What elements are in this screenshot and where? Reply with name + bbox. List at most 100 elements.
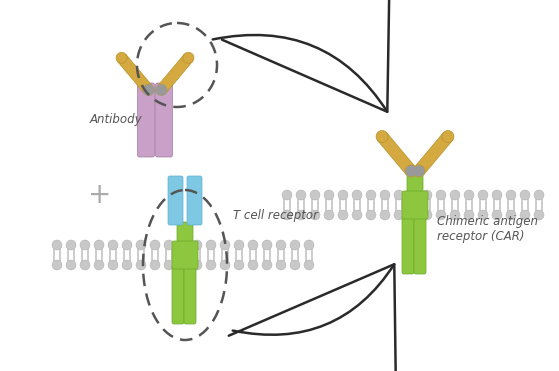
Circle shape <box>66 260 76 270</box>
Circle shape <box>464 190 474 200</box>
Circle shape <box>290 260 300 270</box>
Circle shape <box>94 260 104 270</box>
FancyBboxPatch shape <box>187 176 202 225</box>
Circle shape <box>478 190 488 200</box>
Circle shape <box>192 240 202 250</box>
Circle shape <box>234 240 244 250</box>
Circle shape <box>380 190 390 200</box>
Circle shape <box>366 210 376 220</box>
Circle shape <box>156 85 167 95</box>
Circle shape <box>366 190 376 200</box>
Circle shape <box>436 210 446 220</box>
Polygon shape <box>157 54 193 93</box>
Circle shape <box>220 260 230 270</box>
Circle shape <box>296 210 306 220</box>
Circle shape <box>478 210 488 220</box>
FancyBboxPatch shape <box>138 83 154 157</box>
Circle shape <box>408 210 418 220</box>
Circle shape <box>80 240 90 250</box>
Circle shape <box>262 260 272 270</box>
Polygon shape <box>377 133 415 175</box>
Circle shape <box>248 240 258 250</box>
Circle shape <box>352 210 362 220</box>
Circle shape <box>442 131 454 142</box>
Circle shape <box>310 190 320 200</box>
FancyBboxPatch shape <box>414 215 426 274</box>
Circle shape <box>52 240 62 250</box>
Text: Antibody: Antibody <box>90 114 143 127</box>
Circle shape <box>422 210 432 220</box>
Circle shape <box>304 240 314 250</box>
Circle shape <box>290 240 300 250</box>
Circle shape <box>220 240 230 250</box>
Circle shape <box>192 260 202 270</box>
Circle shape <box>150 240 160 250</box>
Circle shape <box>276 260 286 270</box>
Circle shape <box>296 190 306 200</box>
Circle shape <box>234 260 244 270</box>
Circle shape <box>108 260 118 270</box>
Circle shape <box>324 190 334 200</box>
FancyBboxPatch shape <box>168 176 183 225</box>
Circle shape <box>534 210 544 220</box>
Circle shape <box>144 85 154 95</box>
Circle shape <box>157 85 167 95</box>
Circle shape <box>52 260 62 270</box>
Circle shape <box>276 240 286 250</box>
Circle shape <box>352 190 362 200</box>
Circle shape <box>376 131 388 142</box>
FancyArrowPatch shape <box>229 264 396 371</box>
Circle shape <box>534 190 544 200</box>
Circle shape <box>94 240 104 250</box>
Polygon shape <box>117 54 153 93</box>
Circle shape <box>164 260 174 270</box>
Circle shape <box>143 85 154 95</box>
Circle shape <box>406 166 416 176</box>
Circle shape <box>310 210 320 220</box>
Circle shape <box>338 210 348 220</box>
Circle shape <box>282 210 292 220</box>
Circle shape <box>178 260 188 270</box>
Circle shape <box>405 165 417 177</box>
Circle shape <box>492 210 502 220</box>
FancyBboxPatch shape <box>184 265 196 324</box>
Circle shape <box>304 260 314 270</box>
Circle shape <box>436 190 446 200</box>
Text: Chimeric antigen
receptor (CAR): Chimeric antigen receptor (CAR) <box>437 215 538 243</box>
Circle shape <box>394 210 404 220</box>
Circle shape <box>183 52 194 63</box>
Circle shape <box>506 190 516 200</box>
Circle shape <box>506 210 516 220</box>
Circle shape <box>80 260 90 270</box>
Circle shape <box>122 240 132 250</box>
Circle shape <box>492 190 502 200</box>
Circle shape <box>408 190 418 200</box>
Circle shape <box>338 190 348 200</box>
Circle shape <box>178 240 188 250</box>
FancyBboxPatch shape <box>402 191 428 219</box>
FancyArrowPatch shape <box>213 0 390 112</box>
Circle shape <box>150 260 160 270</box>
Circle shape <box>206 240 216 250</box>
Circle shape <box>136 240 146 250</box>
Circle shape <box>422 190 432 200</box>
Circle shape <box>413 165 425 177</box>
FancyBboxPatch shape <box>172 265 184 324</box>
Circle shape <box>122 260 132 270</box>
Circle shape <box>164 240 174 250</box>
Circle shape <box>520 210 530 220</box>
FancyBboxPatch shape <box>407 172 423 196</box>
Circle shape <box>66 240 76 250</box>
Circle shape <box>108 240 118 250</box>
Circle shape <box>324 210 334 220</box>
FancyBboxPatch shape <box>172 241 198 269</box>
Circle shape <box>116 52 127 63</box>
Text: +: + <box>88 181 112 209</box>
Circle shape <box>136 260 146 270</box>
Circle shape <box>450 190 460 200</box>
Circle shape <box>520 190 530 200</box>
Circle shape <box>282 190 292 200</box>
Circle shape <box>380 210 390 220</box>
Circle shape <box>206 260 216 270</box>
Circle shape <box>414 166 424 176</box>
